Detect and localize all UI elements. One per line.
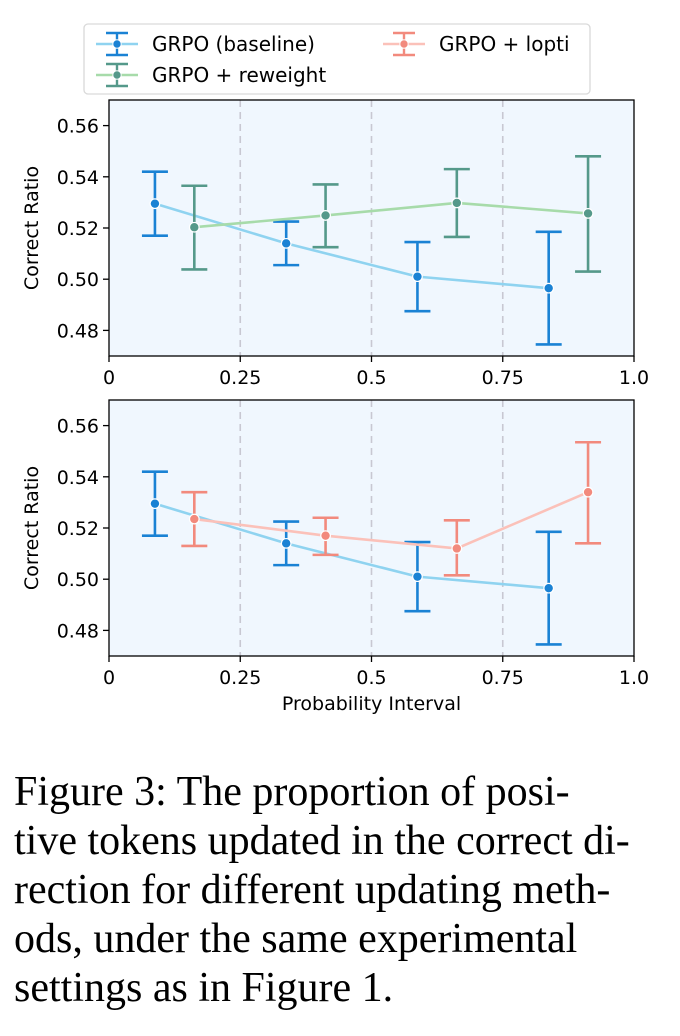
legend-label: GRPO (baseline)	[152, 32, 315, 56]
x-tick-label: 0	[103, 667, 115, 689]
legend: GRPO (baseline) GRPO + lopti GRPO + reweig…	[83, 23, 591, 95]
data-point	[412, 571, 423, 583]
data-point	[320, 210, 331, 221]
figure: GRPO (baseline) GRPO + lopti GRPO + reweig…	[21, 23, 649, 715]
legend-marker	[112, 70, 122, 80]
series-line	[154, 202, 549, 290]
x-tick-label: 1.0	[619, 367, 649, 389]
x-tick-label: 0.25	[219, 667, 261, 689]
x-tick-label: 0.75	[482, 367, 524, 389]
series-line	[194, 490, 589, 550]
legend-marker	[399, 39, 409, 49]
legend-label: GRPO + reweight	[152, 63, 326, 87]
bottom-panel: 0.48 0.50 0.52 0.54 0.56 0 0.25 0.5 0.75 1.0 Corre…	[21, 399, 649, 715]
y-axis-label: Correct Ratio	[21, 166, 43, 290]
data-point	[280, 237, 292, 249]
y-tick-label: 0.54	[57, 467, 99, 489]
caption-line: Figure 3: The proportion of posi-	[14, 769, 570, 815]
data-point	[451, 543, 463, 554]
legend-label: GRPO + lopti	[439, 32, 570, 56]
y-tick-label: 0.52	[57, 518, 99, 540]
data-point	[188, 221, 200, 233]
y-tick-label: 0.56	[57, 116, 99, 138]
caption-line: ods, under the same experimental	[14, 916, 578, 962]
data-point	[149, 498, 161, 510]
y-tick-label: 0.48	[57, 620, 99, 642]
x-tick-label: 1.0	[619, 667, 649, 689]
x-axis-label: Probability Interval	[282, 693, 461, 715]
data-point	[280, 537, 292, 549]
data-point	[543, 582, 555, 594]
data-point	[412, 271, 423, 283]
x-tick-label: 0.25	[219, 367, 261, 389]
data-point	[582, 486, 594, 498]
data-point	[149, 198, 161, 210]
data-point	[582, 208, 594, 219]
legend-marker	[112, 39, 122, 49]
data-point	[451, 197, 463, 209]
data-point	[188, 513, 200, 525]
top-panel: 0.48 0.50 0.52 0.54 0.56 0 0.25 0.5 0.75 1.0 Corre…	[21, 99, 649, 389]
x-tick-label: 0.5	[356, 367, 386, 389]
legend-box	[83, 23, 591, 95]
caption-line: tive tokens updated in the correct di-	[14, 818, 630, 864]
x-tick-label: 0.5	[356, 667, 386, 689]
y-tick-label: 0.54	[57, 167, 99, 189]
series-line	[194, 201, 589, 229]
y-tick-label: 0.50	[57, 269, 99, 291]
x-tick-label: 0	[103, 367, 115, 389]
y-tick-label: 0.50	[57, 569, 99, 591]
data-point	[320, 530, 331, 542]
y-axis-label: Correct Ratio	[21, 466, 43, 590]
data-point	[543, 282, 555, 294]
x-tick-label: 0.75	[482, 667, 524, 689]
caption-line: rection for different updating meth-	[14, 867, 611, 913]
y-tick-label: 0.56	[57, 416, 99, 438]
caption-line: settings as in Figure 1.	[14, 965, 394, 1011]
y-tick-label: 0.52	[57, 218, 99, 240]
y-tick-label: 0.48	[57, 320, 99, 342]
figure-caption: Figure 3: The proportion of posi- tive t…	[14, 768, 666, 1013]
